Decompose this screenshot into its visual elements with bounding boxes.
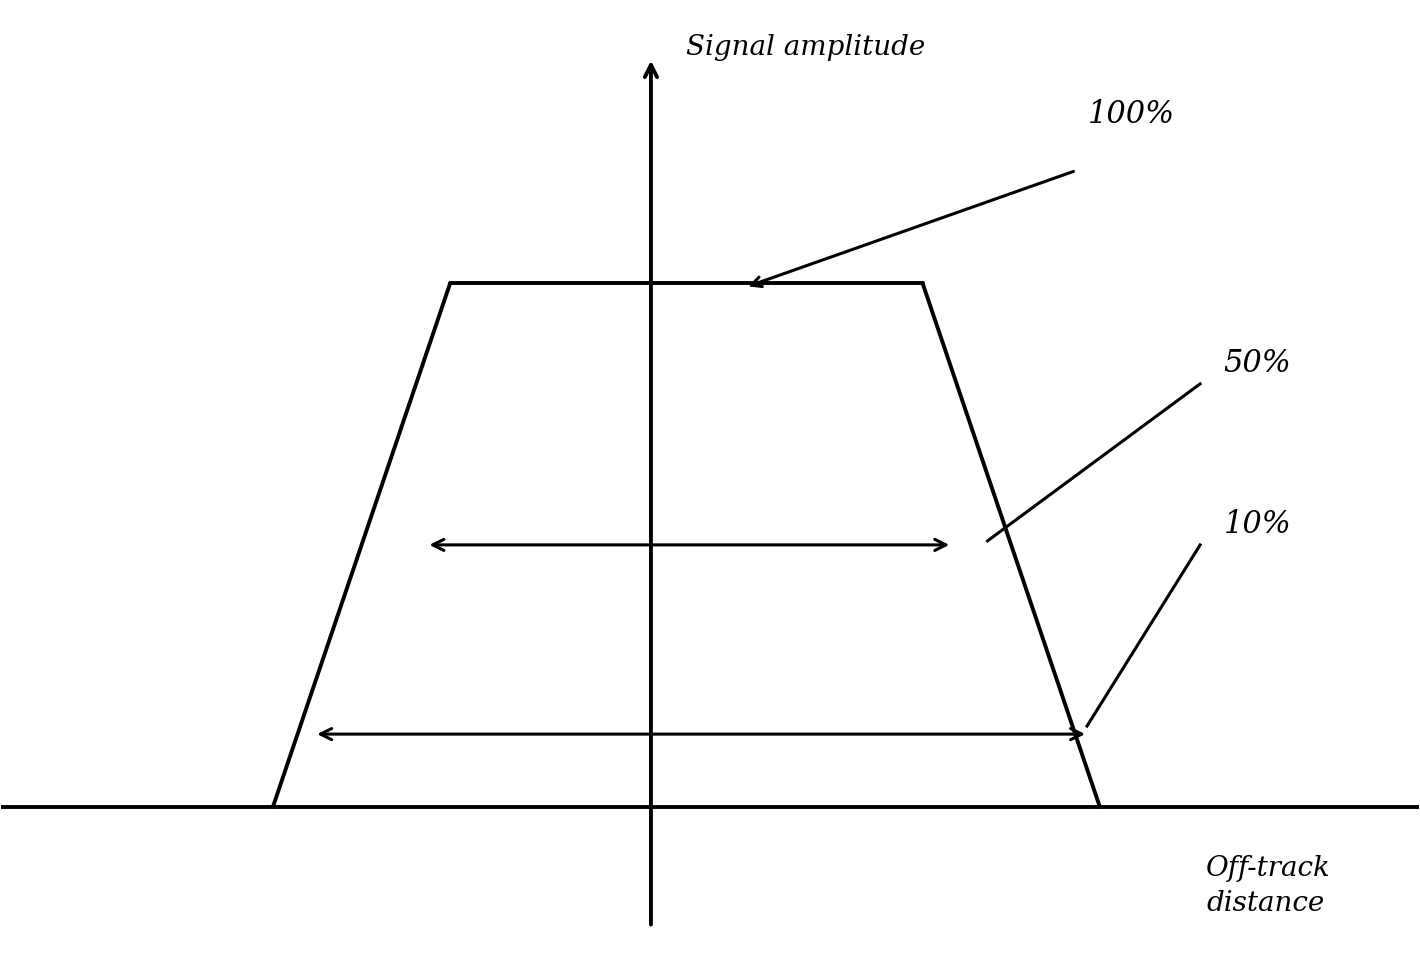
Text: Signal amplitude: Signal amplitude [686,34,926,61]
Text: 100%: 100% [1088,99,1176,130]
Text: 10%: 10% [1224,510,1292,541]
Text: 50%: 50% [1224,348,1292,379]
Text: Off-track
distance: Off-track distance [1206,855,1331,918]
